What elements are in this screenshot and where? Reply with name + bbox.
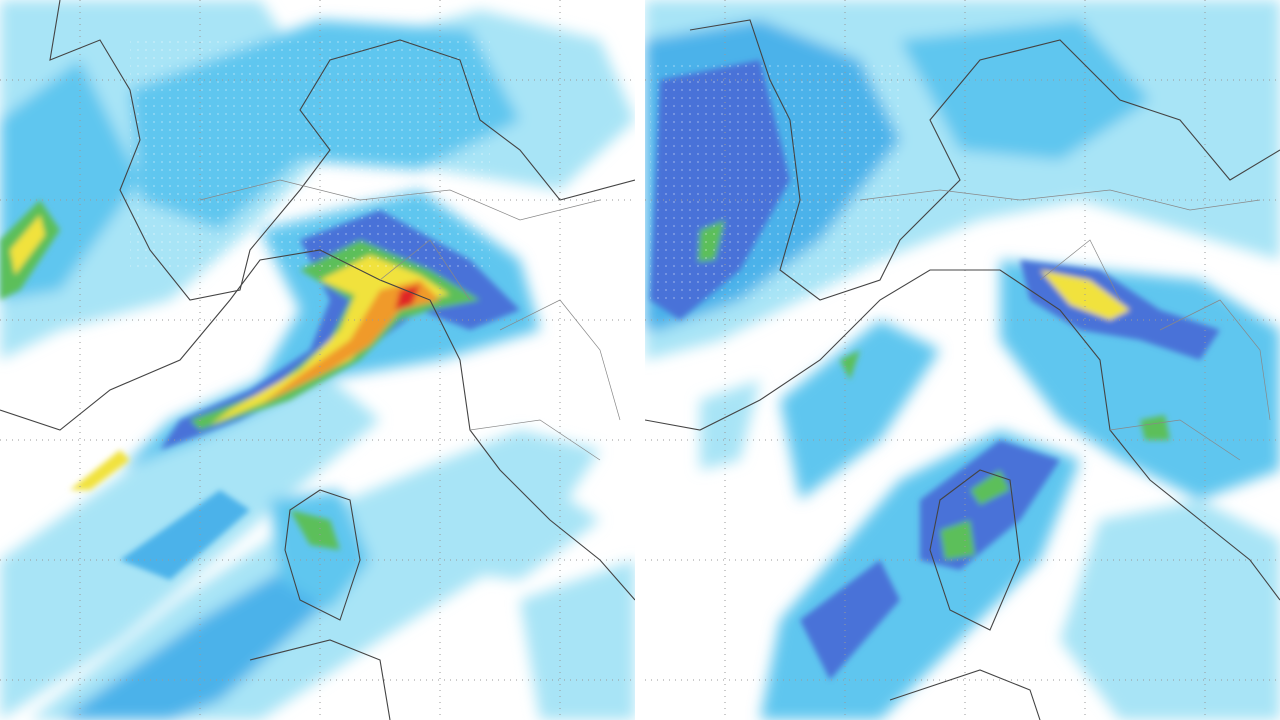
right-map [645, 0, 1280, 720]
left-map [0, 0, 635, 720]
